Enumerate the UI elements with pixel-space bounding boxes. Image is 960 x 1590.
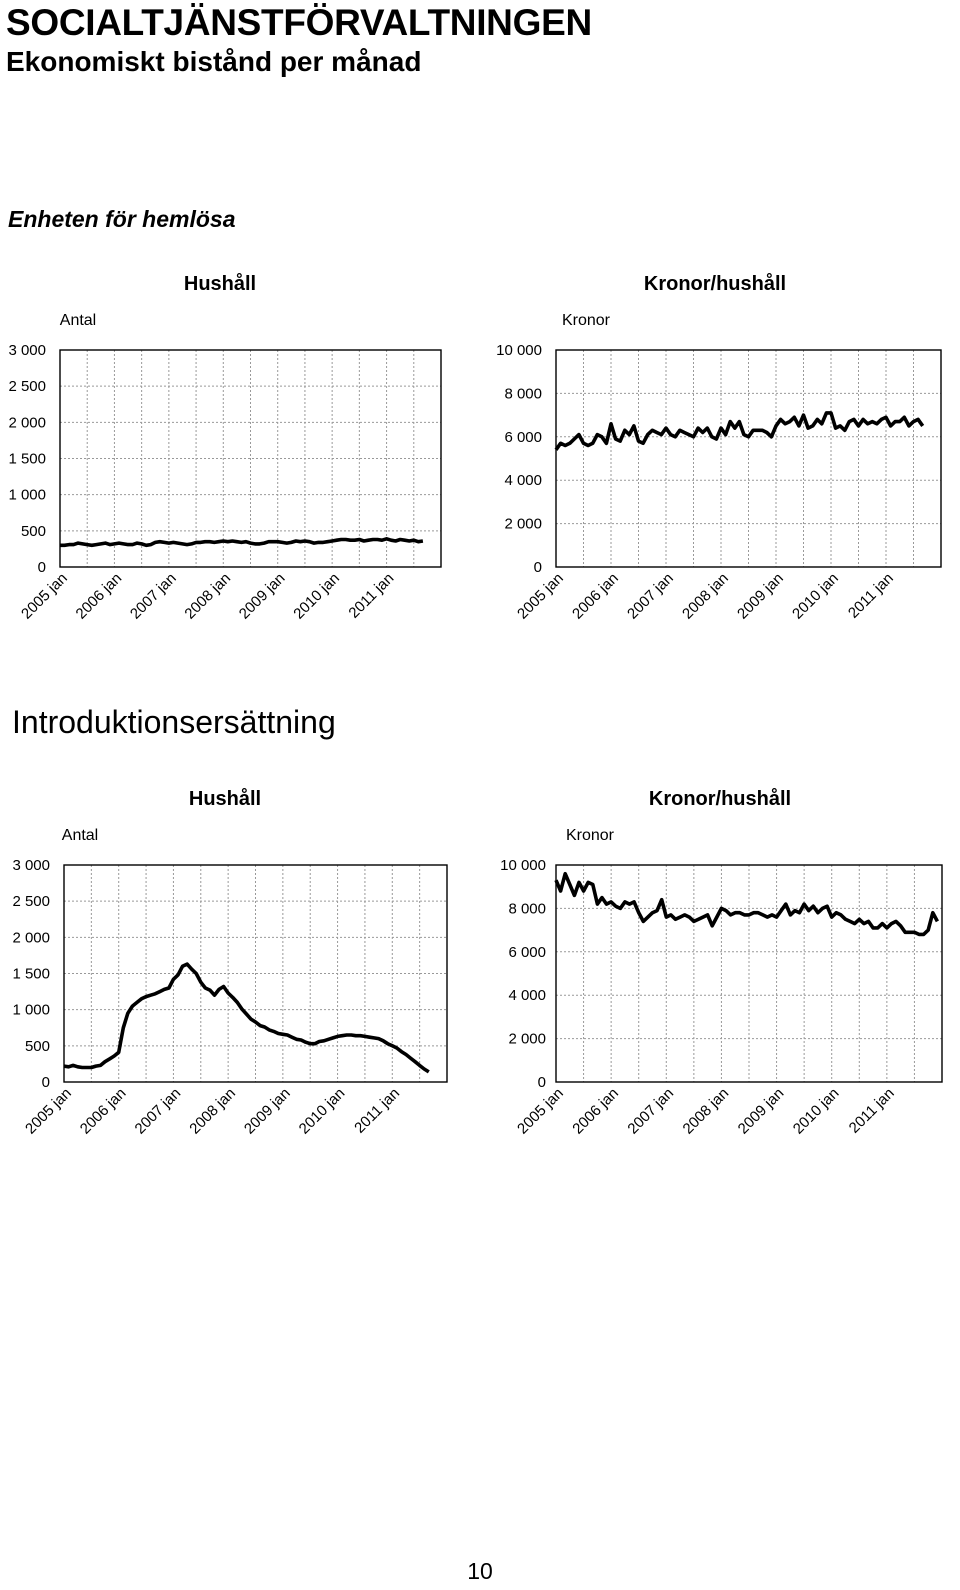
y-tick-label: 6 000	[508, 944, 546, 961]
x-tick-label: 2008 jan	[680, 1085, 733, 1138]
x-tick-label: 2010 jan	[296, 1085, 349, 1138]
y-tick-label: 8 000	[508, 900, 546, 917]
x-tick-label: 2009 jan	[735, 1085, 788, 1138]
chart-hemlosa-hushall: Hushåll Antal 0 500 1 000 1 500 2 000 2 500 3 00…	[8, 272, 442, 623]
chart-introduktion-kronor-per-hushall: Kronor/hushåll Kronor 0 2 000 4 000 6 000 8 00…	[500, 787, 943, 1138]
y-axis-label: Kronor	[566, 827, 615, 844]
x-tick-label: 2010 jan	[290, 570, 343, 623]
y-tick-label: 1 000	[12, 1002, 50, 1019]
y-tick-label: 0	[534, 559, 542, 576]
y-tick-label: 2 000	[508, 1031, 546, 1048]
x-tick-label: 2005 jan	[18, 570, 71, 623]
plot-frame	[555, 349, 942, 568]
y-tick-label: 2 000	[12, 929, 50, 946]
y-tick-label: 3 000	[12, 857, 50, 874]
chart-title: Kronor/hushåll	[644, 272, 786, 295]
series-line	[60, 536, 424, 548]
x-tick-label: 2007 jan	[624, 570, 677, 623]
x-tick-label: 2006 jan	[569, 1085, 622, 1138]
chart-hemlosa-kronor-per-hushall: Kronor/hushåll Kronor 0 2 000 4 000 6 000 8 00…	[496, 272, 942, 623]
y-tick-label: 1 500	[12, 966, 50, 983]
x-tick-label: 2011 jan	[846, 1085, 898, 1137]
plot-frame	[59, 349, 442, 568]
y-tick-label: 0	[38, 559, 46, 576]
y-tick-label: 500	[25, 1038, 50, 1055]
x-tick-label: 2005 jan	[22, 1085, 75, 1138]
x-tick-label: 2008 jan	[679, 570, 732, 623]
x-tick-label: 2007 jan	[127, 570, 180, 623]
x-tick-label: 2011 jan	[845, 570, 897, 622]
x-tick-label: 2006 jan	[569, 570, 622, 623]
y-tick-label: 4 000	[504, 472, 542, 489]
x-tick-label: 2009 jan	[241, 1085, 294, 1138]
y-axis-label: Kronor	[562, 312, 611, 329]
y-tick-label: 2 500	[8, 378, 46, 395]
chart-introduktion-hushall: Hushåll Antal 0 500 1 000 1 500 2 000 2 500 3 00…	[12, 787, 448, 1138]
y-tick-label: 0	[42, 1074, 50, 1091]
series-line	[554, 871, 939, 937]
series-line	[63, 962, 430, 1074]
x-tick-label: 2006 jan	[77, 1085, 130, 1138]
plot-frame	[555, 864, 943, 1083]
y-tick-label: 3 000	[8, 342, 46, 359]
y-axis-label: Antal	[60, 312, 96, 329]
y-tick-label: 8 000	[504, 385, 542, 402]
x-tick-label: 2008 jan	[181, 570, 234, 623]
chart-title: Hushåll	[184, 272, 256, 295]
y-tick-label: 0	[538, 1074, 546, 1091]
page-title: SOCIALTJÄNSTFÖRVALTNINGEN	[6, 2, 592, 43]
x-tick-label: 2009 jan	[236, 570, 289, 623]
y-tick-label: 4 000	[508, 987, 546, 1004]
chart-title: Hushåll	[189, 787, 261, 810]
x-tick-label: 2007 jan	[624, 1085, 677, 1138]
page-number: 10	[467, 1558, 493, 1584]
page-subtitle: Ekonomiskt bistånd per månad	[6, 46, 422, 77]
y-tick-label: 10 000	[500, 857, 546, 874]
x-tick-label: 2005 jan	[514, 1085, 567, 1138]
chart-title: Kronor/hushåll	[649, 787, 791, 810]
x-tick-label: 2011 jan	[351, 1085, 403, 1137]
x-tick-label: 2010 jan	[789, 570, 842, 623]
y-tick-label: 1 000	[8, 487, 46, 504]
series-line	[554, 411, 925, 451]
x-tick-label: 2010 jan	[790, 1085, 843, 1138]
x-tick-label: 2007 jan	[132, 1085, 185, 1138]
section-heading-hemlosa: Enheten för hemlösa	[8, 206, 236, 232]
y-tick-label: 6 000	[504, 429, 542, 446]
plot-frame	[63, 864, 448, 1083]
y-tick-label: 10 000	[496, 342, 542, 359]
x-tick-label: 2011 jan	[345, 570, 397, 622]
y-tick-label: 1 500	[8, 451, 46, 468]
x-tick-label: 2008 jan	[186, 1085, 239, 1138]
x-tick-label: 2006 jan	[73, 570, 126, 623]
y-tick-label: 2 000	[8, 414, 46, 431]
y-axis-label: Antal	[62, 827, 98, 844]
x-tick-label: 2005 jan	[514, 570, 567, 623]
y-tick-label: 2 500	[12, 893, 50, 910]
x-tick-label: 2009 jan	[734, 570, 787, 623]
y-tick-label: 500	[21, 523, 46, 540]
y-tick-label: 2 000	[504, 516, 542, 533]
section-heading-introduktion: Introduktionsersättning	[12, 704, 336, 740]
